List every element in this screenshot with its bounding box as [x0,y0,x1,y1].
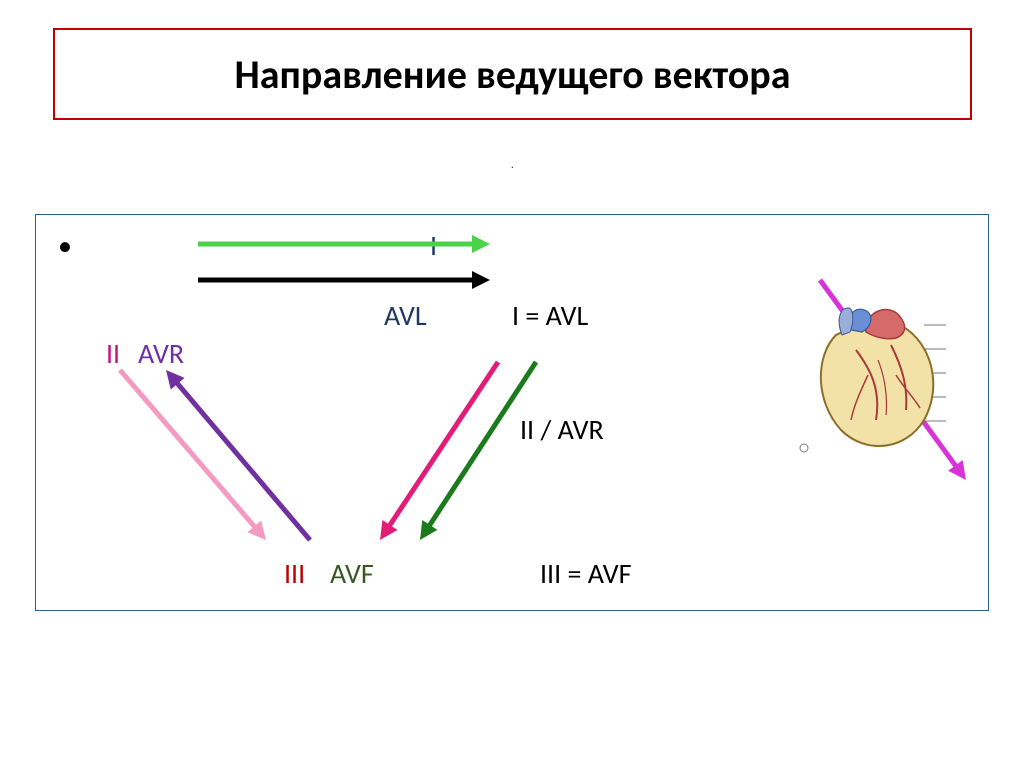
label-eq-III-AVF: III = AVF [540,556,632,591]
label-AVL: AVL [384,298,427,333]
label-eq-I-AVL: I = AVL [512,298,588,333]
label-eq-II-AVR: II / AVR [520,412,604,447]
label-AVF: AVF [330,556,374,591]
label-lead-I: I [430,228,437,263]
label-lead-II: II [106,336,120,371]
label-lead-III: III [284,556,305,591]
heart-illustration [796,280,946,460]
tiny-dot: . [511,158,514,171]
page-title: Направление ведущего вектора [235,50,791,99]
title-box: Направление ведущего вектора [53,28,972,120]
label-AVR: AVR [138,336,184,371]
bullet-dot: • [58,228,72,263]
